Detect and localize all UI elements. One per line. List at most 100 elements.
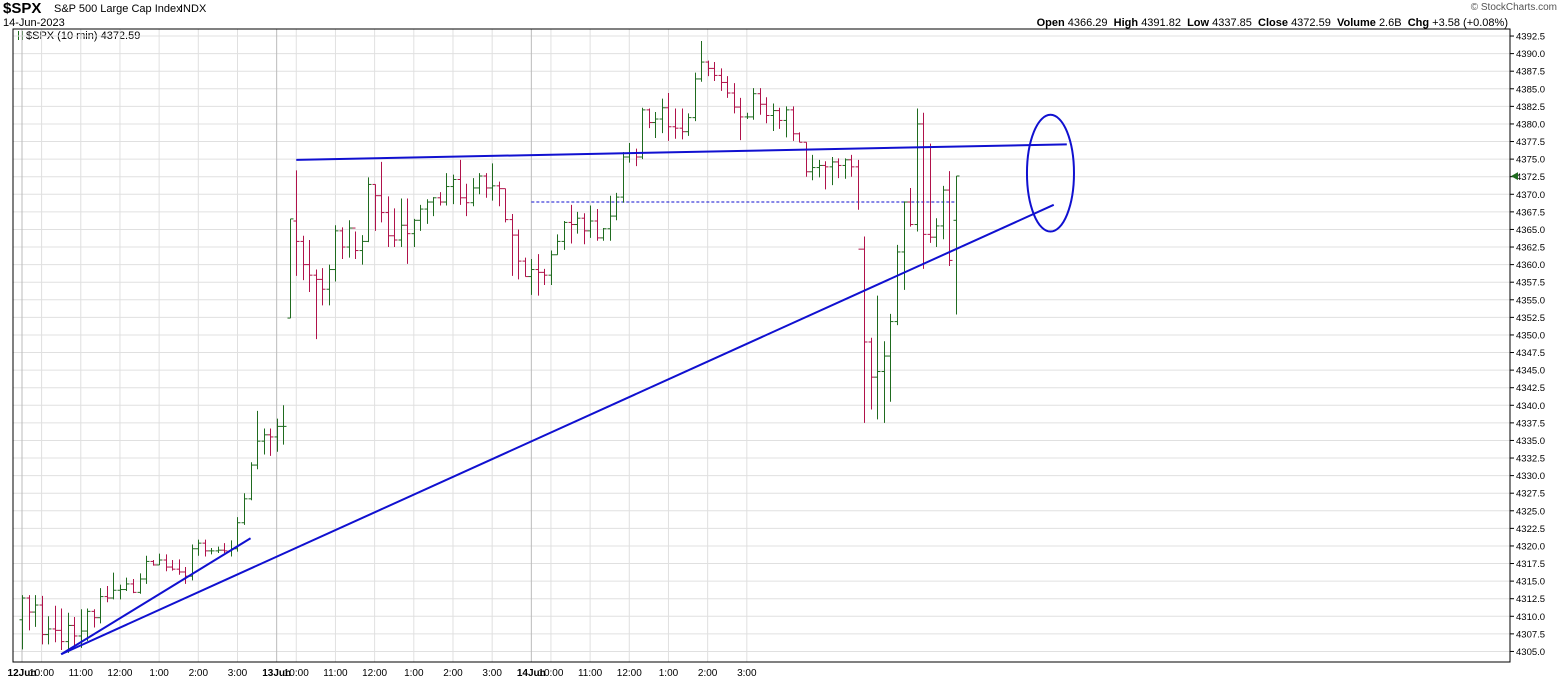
- ohlc-bar: [692, 72, 699, 122]
- ohlc-bar: [58, 608, 65, 651]
- ohlc-bar: [737, 97, 744, 141]
- chart-exchange: INDX: [180, 3, 207, 15]
- ohlc-bar: [313, 269, 320, 340]
- ohlc-bar: [763, 97, 770, 124]
- y-tick-label: 4380.0: [1516, 119, 1545, 130]
- ohlc-bar: [287, 218, 294, 319]
- y-tick-label: 4330.0: [1516, 471, 1545, 482]
- y-tick-label: 4345.0: [1516, 366, 1545, 377]
- ohlc-bar: [698, 40, 705, 82]
- y-tick-label: 4337.5: [1516, 418, 1545, 429]
- ohlc-bar: [835, 158, 842, 179]
- ohlc-bar: [326, 264, 333, 306]
- x-tick-label: 12:00: [362, 668, 387, 679]
- y-tick-label: 4360.0: [1516, 260, 1545, 271]
- y-tick-label: 4310.0: [1516, 612, 1545, 623]
- ohlc-bar: [920, 112, 927, 269]
- stockcharts-credit: © StockCharts.com: [1470, 2, 1557, 13]
- highlight-ellipse: [1025, 113, 1075, 233]
- ohlc-bar: [927, 143, 934, 243]
- x-tick-label: 2:00: [189, 668, 209, 679]
- chart-date: 14-Jun-2023: [3, 17, 65, 29]
- close-label: Close: [1258, 17, 1288, 29]
- ohlc-bar: [215, 546, 222, 553]
- ohlc-bar: [561, 221, 568, 250]
- ohlc-bar: [731, 83, 738, 114]
- y-tick-label: 4312.5: [1516, 594, 1545, 605]
- ohlc-bar: [515, 229, 522, 280]
- plot-frame: [12, 28, 1511, 663]
- x-tick-label: 3:00: [482, 668, 502, 679]
- ohlc-bar: [581, 213, 588, 245]
- y-tick-label: 4372.5: [1516, 172, 1545, 183]
- ohlc-bar: [437, 192, 444, 206]
- y-axis: 4305.0 4307.5 4310.0 4312.5 4315.0 4317.5 4320…: [1510, 32, 1545, 658]
- low-value: 4337.85: [1212, 17, 1252, 29]
- y-tick-label: 4315.0: [1516, 577, 1545, 588]
- volume-value: 2.6B: [1378, 17, 1402, 29]
- ohlc-bar: [646, 108, 653, 129]
- y-tick-label: 4377.5: [1516, 137, 1545, 148]
- ohlc-bar: [600, 228, 607, 241]
- ohlc-bar: [633, 148, 640, 167]
- y-tick-label: 4342.5: [1516, 383, 1545, 394]
- annotations: [1025, 113, 1075, 233]
- y-tick-label: 4305.0: [1516, 647, 1545, 658]
- ohlc-bar: [208, 548, 215, 555]
- y-tick-label: 4320.0: [1516, 541, 1545, 552]
- ohlc-bar: [783, 106, 790, 138]
- ohlc-bar: [881, 341, 888, 423]
- ohlc-bar: [953, 175, 960, 315]
- ohlc-bar: [457, 159, 464, 205]
- ohlc-bar: [417, 204, 424, 231]
- ohlc-bar: [861, 236, 868, 423]
- gridlines: [13, 29, 1510, 662]
- ohlc-bar: [52, 605, 59, 643]
- y-tick-label: 4350.0: [1516, 330, 1545, 341]
- ohlc-bar: [639, 107, 646, 160]
- open-value: 4366.29: [1067, 17, 1108, 29]
- ohlc-bar: [137, 573, 144, 594]
- ohlc-bar: [365, 177, 372, 243]
- ohlc-bar: [150, 560, 157, 566]
- ohlc-bar: [97, 588, 104, 624]
- ohlc-bar: [803, 141, 810, 177]
- y-tick-label: 4385.0: [1516, 84, 1545, 95]
- plot-border: [12, 28, 1511, 663]
- ohlc-bar: [280, 405, 287, 445]
- ohlc-bar: [26, 595, 33, 631]
- ohlc-bar: [874, 295, 881, 420]
- ohlc-bar: [665, 93, 672, 141]
- x-tick-label: 3:00: [228, 668, 248, 679]
- low-label: Low: [1187, 17, 1210, 29]
- ohlc-bar: [39, 595, 46, 645]
- x-tick-label: 10:00: [538, 668, 563, 679]
- ohlc-bar: [248, 462, 255, 501]
- ohlc-bar: [143, 555, 150, 584]
- x-tick-label: 3:00: [737, 668, 757, 679]
- ohlc-bar: [65, 612, 72, 653]
- ohlc-bar: [84, 608, 91, 641]
- ohlc-bar: [372, 183, 379, 231]
- ohlc-bar: [607, 195, 614, 241]
- ohlc-bar: [541, 268, 548, 286]
- y-tick-label: 4355.0: [1516, 295, 1545, 306]
- chart-description: S&P 500 Large Cap Index: [54, 3, 182, 15]
- y-tick-label: 4390.0: [1516, 49, 1545, 60]
- y-tick-label: 4347.5: [1516, 348, 1545, 359]
- ohlc-bar: [829, 157, 836, 186]
- ohlc-bar: [274, 418, 281, 452]
- ohlc-bar: [750, 88, 757, 120]
- ohlc-bar: [568, 204, 575, 244]
- ohlc-bar: [496, 181, 503, 207]
- ohlc-bar: [300, 235, 307, 281]
- price-bars: [19, 40, 960, 653]
- y-tick-label: 4307.5: [1516, 629, 1545, 640]
- ohlc-bar: [790, 106, 797, 141]
- y-tick-label: 4327.5: [1516, 489, 1545, 500]
- chart-symbol: $SPX: [3, 0, 42, 17]
- ohlc-bar: [502, 188, 509, 223]
- ohlc-bar: [659, 98, 666, 134]
- ohlc-bar: [463, 183, 470, 217]
- ohlc-bar: [306, 240, 313, 293]
